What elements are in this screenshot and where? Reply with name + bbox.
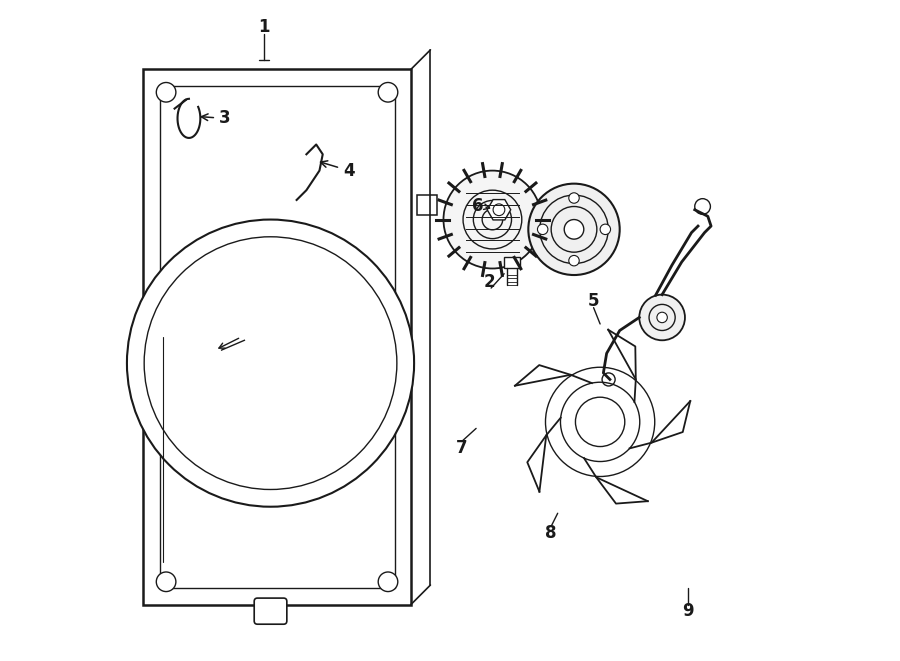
Circle shape bbox=[639, 295, 685, 340]
Circle shape bbox=[569, 255, 580, 266]
Circle shape bbox=[378, 572, 398, 592]
Text: 3: 3 bbox=[202, 109, 230, 128]
Bar bbox=[159, 86, 394, 588]
Circle shape bbox=[564, 219, 584, 239]
Text: 8: 8 bbox=[545, 524, 557, 542]
Text: 6: 6 bbox=[472, 198, 484, 215]
Circle shape bbox=[444, 171, 542, 268]
Circle shape bbox=[528, 184, 620, 275]
Circle shape bbox=[657, 312, 667, 323]
Text: 4: 4 bbox=[320, 161, 355, 180]
Text: 1: 1 bbox=[258, 18, 270, 36]
Text: 9: 9 bbox=[682, 602, 694, 620]
Circle shape bbox=[600, 224, 610, 235]
Text: 5: 5 bbox=[588, 292, 599, 310]
Bar bbox=[504, 256, 520, 268]
Circle shape bbox=[569, 193, 580, 203]
Bar bbox=[143, 69, 410, 605]
Circle shape bbox=[157, 572, 176, 592]
Text: 2: 2 bbox=[483, 272, 495, 291]
Circle shape bbox=[157, 83, 176, 102]
Circle shape bbox=[378, 83, 398, 102]
Text: 7: 7 bbox=[456, 439, 468, 457]
Circle shape bbox=[127, 219, 414, 507]
Circle shape bbox=[537, 224, 548, 235]
Circle shape bbox=[695, 199, 710, 214]
Circle shape bbox=[602, 373, 615, 386]
FancyBboxPatch shape bbox=[254, 598, 287, 624]
Bar bbox=[418, 195, 436, 215]
